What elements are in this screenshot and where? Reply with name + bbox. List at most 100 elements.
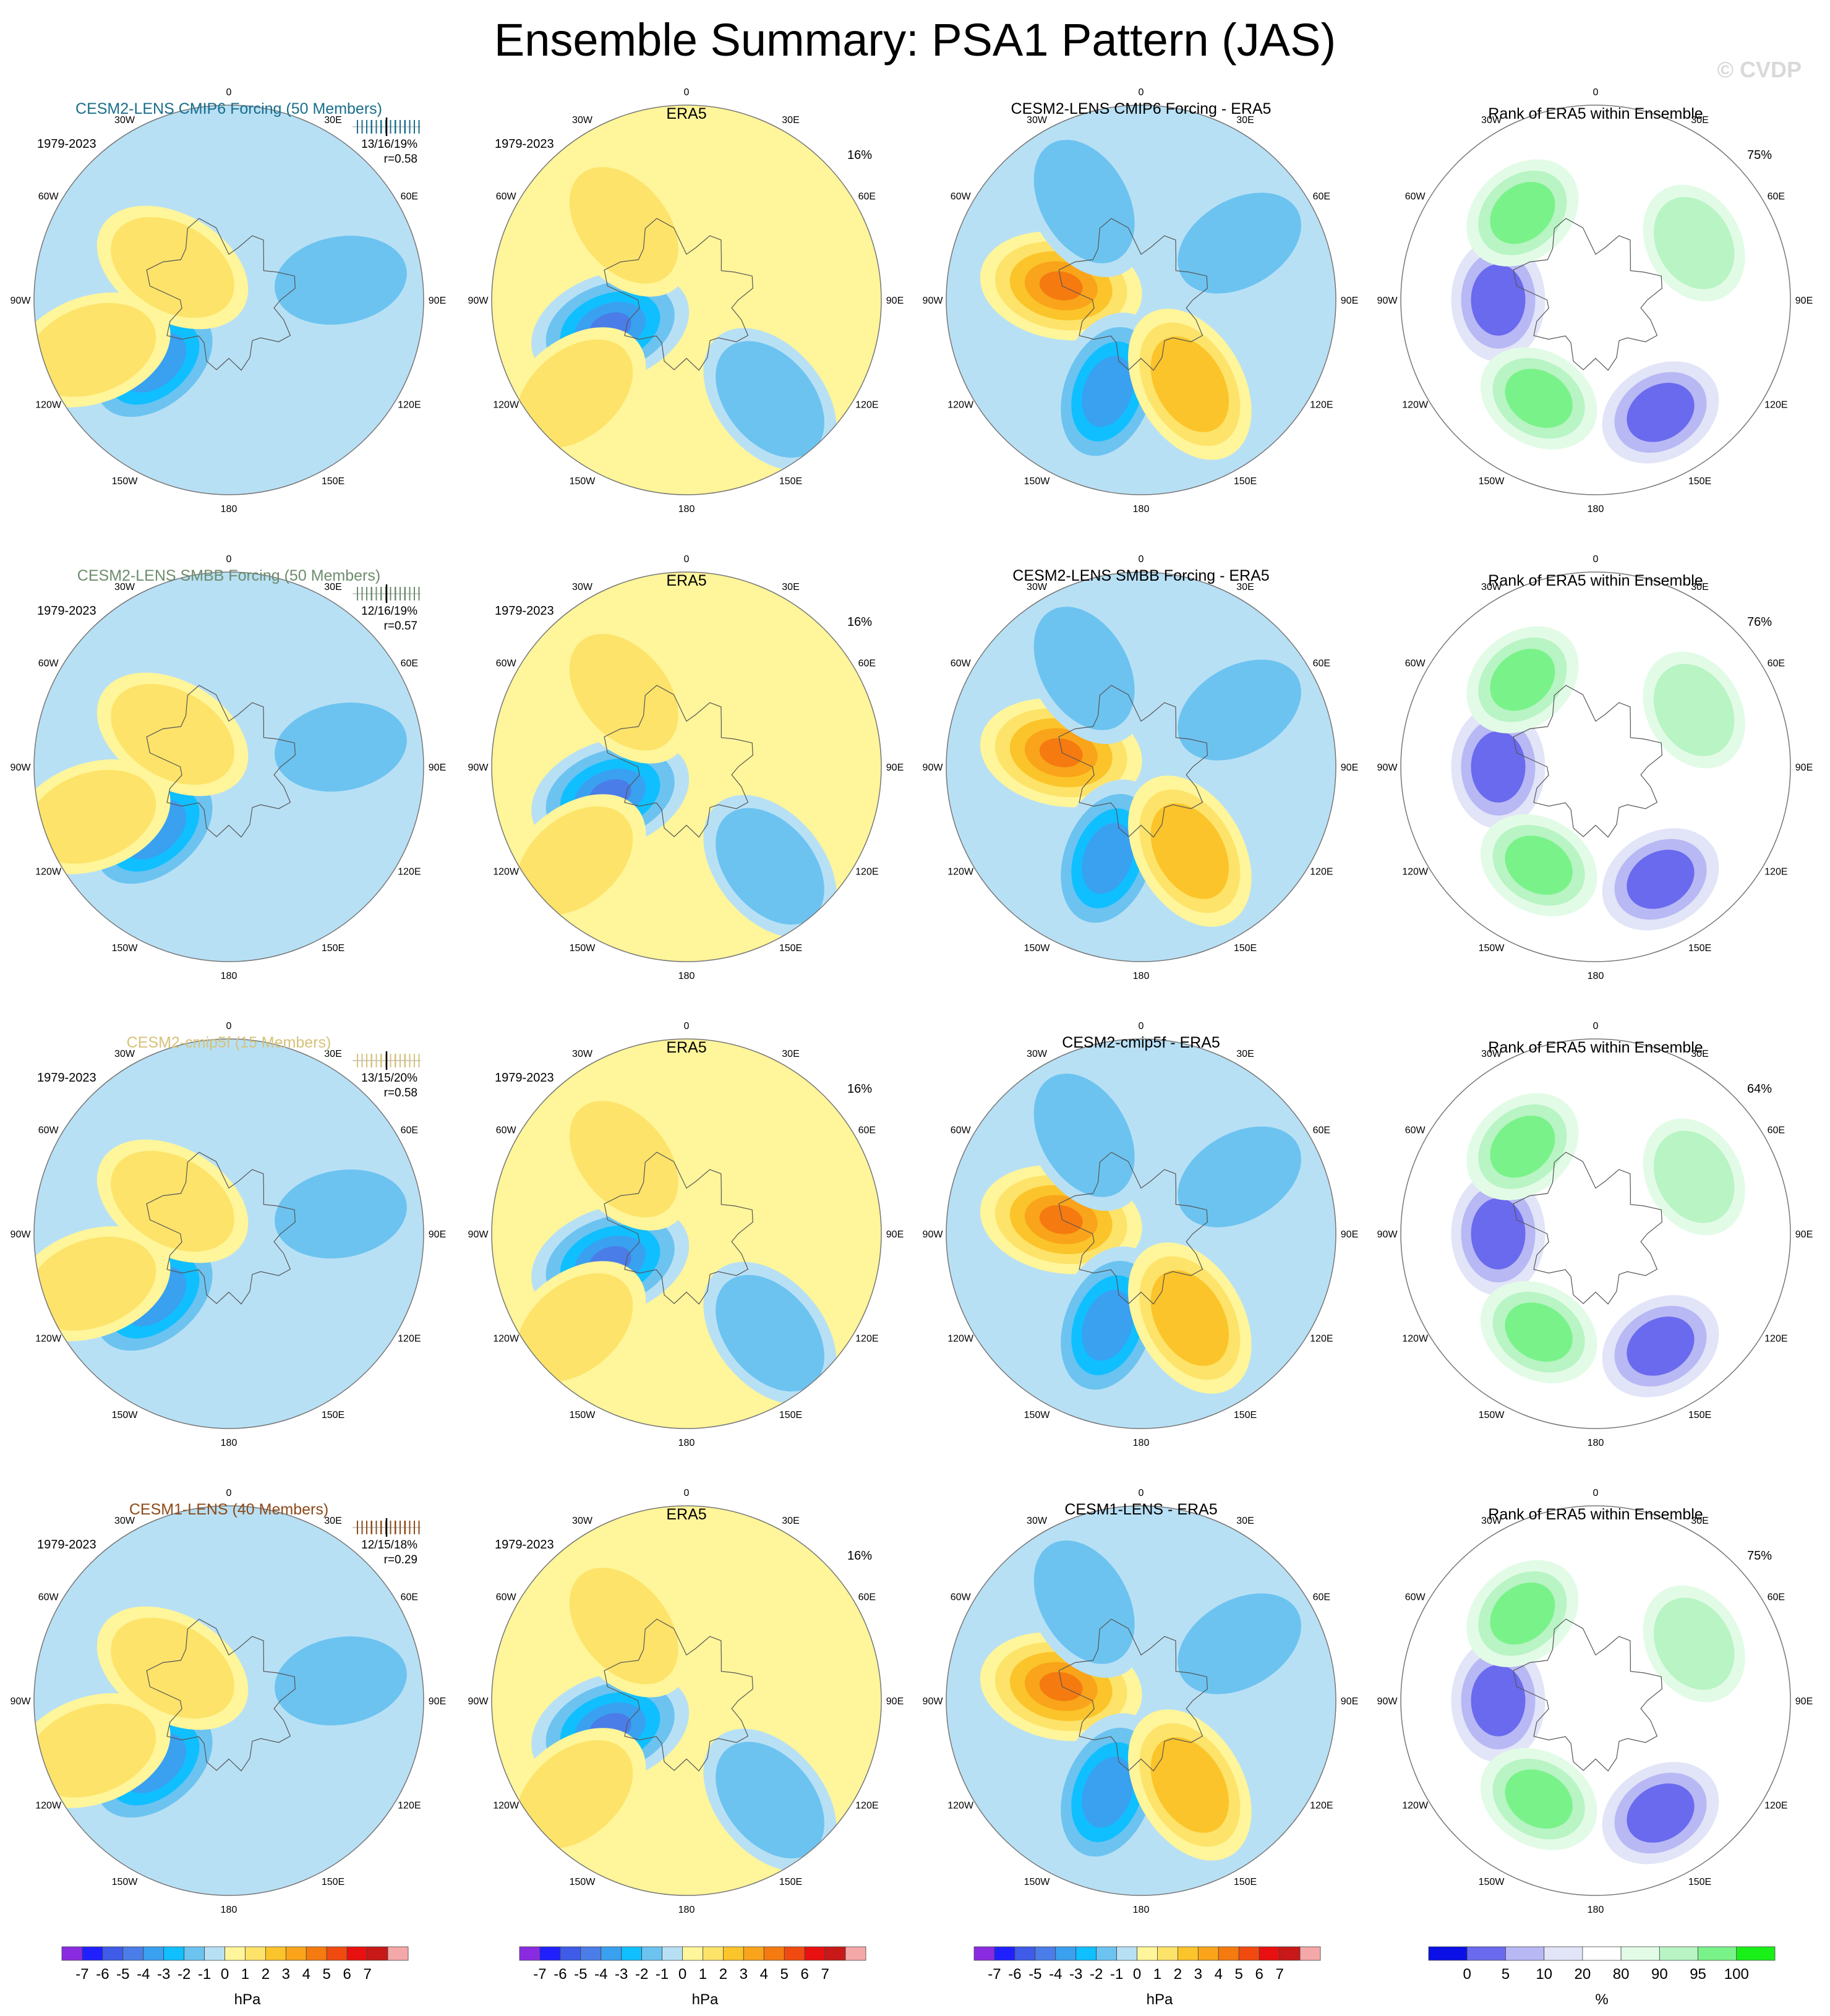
- colorbar-swatch-6: [1659, 1946, 1698, 1961]
- colorbar-swatch-10: [265, 1946, 286, 1961]
- map-boundary: [1400, 105, 1791, 495]
- colorbar-tick-label: -3: [157, 1966, 170, 1983]
- lon-label-180: 180: [221, 1438, 237, 1448]
- lon-label-90e: 90E: [1795, 762, 1813, 773]
- lon-label-90e: 90E: [429, 1696, 446, 1707]
- map-model: 0 30E 60E 90E 120E 150E 180 150W 120W 90W 60W 30W: [11, 554, 447, 981]
- colorbar-hpa-1: -7 -6 -5 -4 -3 -2 -1 0 1 2 3 4 5 6 7 hPa: [61, 1946, 433, 2015]
- panel-title: ERA5: [666, 105, 707, 122]
- lon-label-30e: 30E: [782, 582, 799, 592]
- colorbar-rank: 0 5 10 20 80 90 95 100%: [1428, 1946, 1776, 2015]
- map-field: [946, 1039, 1336, 1429]
- colorbar-unit: %: [1595, 1991, 1609, 2008]
- lon-label-30e: 30E: [324, 115, 341, 126]
- colorbar-swatch-0: [519, 1946, 541, 1961]
- lon-label-120e: 120E: [398, 1801, 421, 1811]
- pattern-correlation: r=0.29: [383, 1553, 417, 1566]
- lon-label-120w: 120W: [493, 400, 519, 411]
- lon-label-120w: 120W: [947, 1334, 974, 1344]
- rank-blob-2-3: [1514, 1777, 1563, 1821]
- map-rank: 0 30E 60E 90E 120E 150E 180 150W 120W 90W 60W 30W: [1377, 87, 1813, 515]
- rank-blob-1-3: [1636, 858, 1685, 901]
- lon-label-30e: 30E: [324, 1049, 341, 1059]
- colorbar-swatch-14: [346, 1946, 368, 1961]
- colorbar-tick-label: 3: [740, 1966, 748, 1983]
- contour-2-1: [569, 167, 678, 284]
- contour-0-4: [1039, 1672, 1083, 1701]
- colorbar-tick-label: 5: [780, 1966, 789, 1983]
- colorbar-swatch-12: [306, 1946, 327, 1961]
- lon-label-120e: 120E: [855, 1801, 878, 1811]
- panel-diff-row1: 0 30E 60E 90E 120E 150E 180 150W 120W 90W 60W 30W CE…: [912, 87, 1370, 553]
- lon-label-60w: 60W: [38, 659, 59, 669]
- map-era5: 0 30E 60E 90E 120E 150E 180 150W 120W 90W 60W 30W: [468, 1488, 904, 1915]
- map-field: [946, 572, 1336, 962]
- pct-variance: 12/16/19%: [361, 605, 417, 618]
- colorbar-swatch-7: [1116, 1946, 1137, 1961]
- colorbar-tick-label: 1: [1153, 1966, 1161, 1983]
- contour-2-2: [1150, 1270, 1229, 1366]
- colorbar-tick-label: -6: [554, 1966, 567, 1983]
- colorbar-swatch-2: [560, 1946, 581, 1961]
- lon-label-60e: 60E: [1313, 659, 1330, 669]
- colorbar-tick-label: 100: [1724, 1966, 1749, 1983]
- lon-label-90e: 90E: [1795, 1696, 1813, 1707]
- rank-blob-1-3: [1636, 1325, 1685, 1368]
- colorbar-tick-label: 4: [302, 1966, 310, 1983]
- lon-label-180: 180: [1588, 1438, 1604, 1448]
- period-label: 1979-2023: [495, 137, 554, 151]
- contour-4-1: [1033, 140, 1135, 263]
- panel-era5-row4: 0 30E 60E 90E 120E 150E 180 150W 120W 90W 60W 30W ER…: [458, 1487, 915, 1954]
- colorbar-swatch-14: [1259, 1946, 1280, 1961]
- colorbar-tick-label: -7: [988, 1966, 1001, 1983]
- colorbar-swatch-12: [1218, 1946, 1239, 1961]
- map-era5: 0 30E 60E 90E 120E 150E 180 150W 120W 90W 60W 30W: [468, 87, 904, 515]
- map-field: [1401, 572, 1790, 962]
- contour-2-2: [1150, 1737, 1229, 1833]
- lon-label-150w: 150W: [1024, 476, 1051, 487]
- lon-label-120w: 120W: [1402, 1334, 1429, 1344]
- lon-label-60e: 60E: [858, 1125, 876, 1136]
- colorbar-swatch-0: [61, 1946, 83, 1961]
- lon-label-120e: 120E: [398, 867, 421, 878]
- panel-title: Rank of ERA5 within Ensemble: [1488, 572, 1703, 589]
- colorbar-tick-label: 6: [343, 1966, 351, 1983]
- lon-label-30w: 30W: [1481, 115, 1502, 126]
- rank-blob-4-3: [1672, 1152, 1716, 1202]
- antarctica-coastline: [604, 1151, 753, 1305]
- lon-label-150e: 150E: [779, 1410, 802, 1420]
- contour-3-1: [275, 236, 407, 325]
- colorbar-tick-label: -6: [96, 1966, 109, 1983]
- figure-title: Ensemble Summary: PSA1 Pattern (JAS): [494, 14, 1336, 66]
- colorbar-tick-label: 7: [363, 1966, 371, 1983]
- lon-label-180: 180: [1588, 504, 1604, 515]
- lon-label-120w: 120W: [493, 1334, 519, 1344]
- colorbar-tick-label: -1: [656, 1966, 669, 1983]
- contour-4-1: [1033, 607, 1135, 730]
- lon-label-120e: 120E: [1764, 1801, 1787, 1811]
- panel-title: CESM1-LENS (40 Members): [129, 1501, 329, 1518]
- lon-label-90w: 90W: [11, 1229, 32, 1240]
- colorbar-tick-label: -5: [116, 1966, 129, 1983]
- panel-title: CESM2-LENS CMIP6 Forcing (50 Members): [75, 100, 382, 117]
- lon-label-150w: 150W: [1479, 476, 1505, 487]
- period-label: 1979-2023: [37, 604, 96, 618]
- contour-3-1: [716, 1275, 824, 1392]
- rank-blob-3-3: [1499, 1591, 1547, 1636]
- cvdp-watermark: © CVDP: [1717, 57, 1802, 82]
- lon-label-120e: 120E: [1310, 867, 1333, 878]
- pct-variance: 12/15/18%: [361, 1539, 417, 1552]
- lon-label-150e: 150E: [1688, 943, 1711, 954]
- antarctica-coastline: [604, 218, 753, 371]
- lon-label-30e: 30E: [1691, 582, 1708, 592]
- lon-label-60e: 60E: [1313, 192, 1330, 202]
- colorbar-tick-label: -5: [1028, 1966, 1041, 1983]
- lon-label-30w: 30W: [114, 1516, 135, 1526]
- contour-1-1: [34, 302, 156, 397]
- lon-label-90w: 90W: [11, 296, 32, 306]
- lon-label-60e: 60E: [1768, 1125, 1785, 1136]
- colorbar-swatch-16: [845, 1946, 866, 1961]
- lon-label-30e: 30E: [782, 115, 799, 126]
- colorbar-swatch-14: [804, 1946, 826, 1961]
- period-label: 1979-2023: [495, 1538, 554, 1552]
